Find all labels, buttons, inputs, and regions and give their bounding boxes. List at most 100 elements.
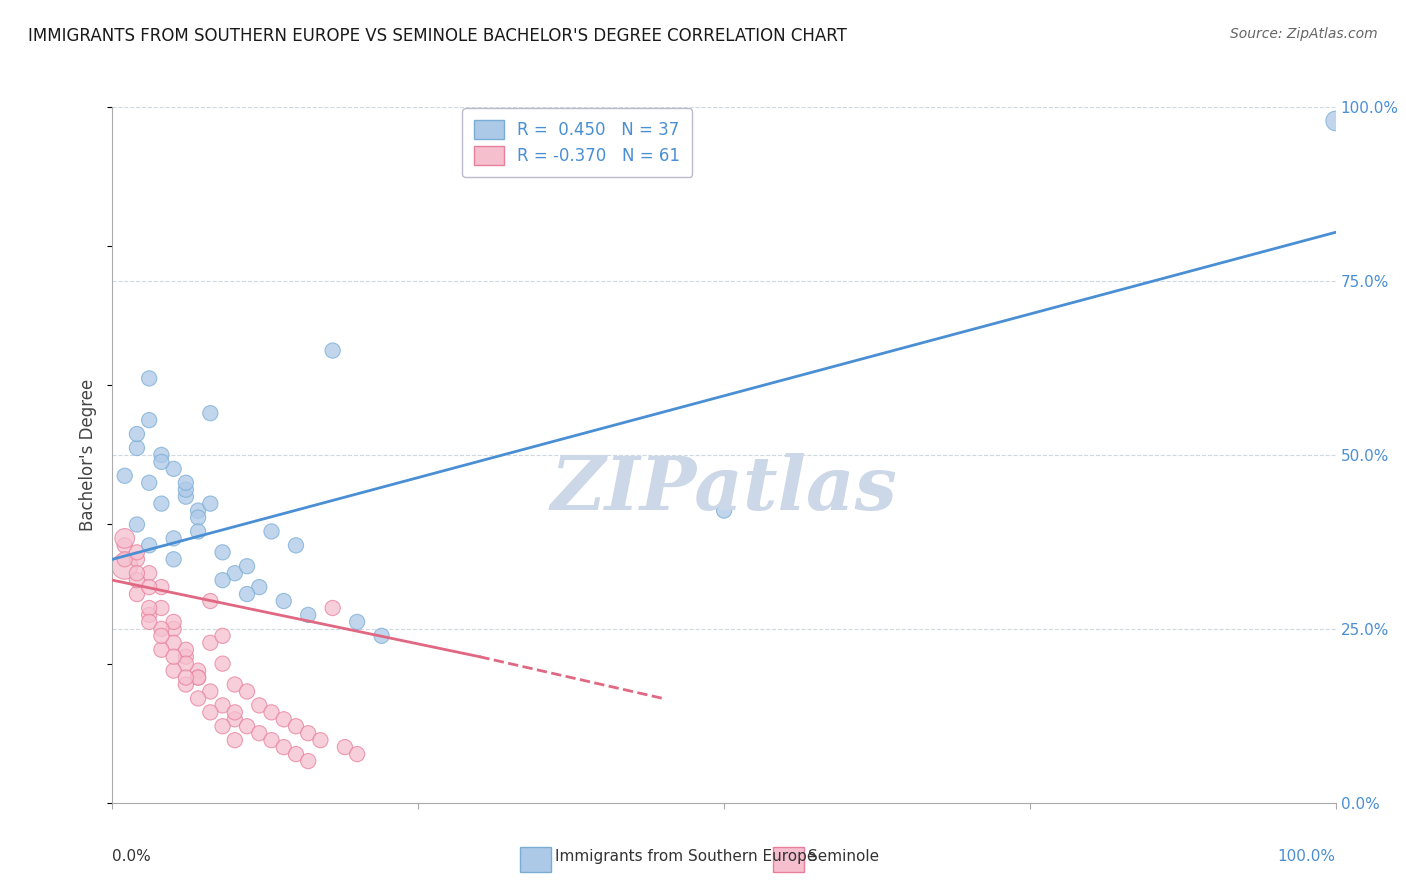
Point: [297, 607, 319, 622]
Point: [297, 726, 319, 740]
Point: [163, 532, 186, 546]
Point: [211, 698, 233, 713]
Point: [174, 475, 197, 490]
Point: [211, 573, 233, 587]
Point: [114, 538, 136, 552]
Point: [346, 747, 368, 761]
Point: [114, 468, 136, 483]
Point: [284, 538, 308, 552]
Point: [200, 594, 222, 608]
Point: [150, 497, 173, 511]
Point: [236, 559, 259, 574]
Point: [322, 343, 344, 358]
Point: [138, 580, 160, 594]
Point: [247, 580, 270, 594]
Point: [187, 664, 209, 678]
Y-axis label: Bachelor's Degree: Bachelor's Degree: [79, 379, 97, 531]
Point: [200, 636, 222, 650]
Point: [224, 677, 246, 691]
Point: [138, 538, 160, 552]
Point: [211, 629, 233, 643]
Point: [236, 684, 259, 698]
Point: [187, 671, 209, 685]
Point: [200, 497, 222, 511]
Point: [211, 657, 233, 671]
Point: [346, 615, 368, 629]
Point: [322, 601, 344, 615]
Point: [247, 698, 270, 713]
Point: [163, 462, 186, 476]
Point: [138, 566, 160, 581]
Point: [200, 706, 222, 720]
Point: [114, 552, 136, 566]
Legend: R =  0.450   N = 37, R = -0.370   N = 61: R = 0.450 N = 37, R = -0.370 N = 61: [463, 109, 692, 177]
Point: [297, 754, 319, 768]
Text: IMMIGRANTS FROM SOUTHERN EUROPE VS SEMINOLE BACHELOR'S DEGREE CORRELATION CHART: IMMIGRANTS FROM SOUTHERN EUROPE VS SEMIN…: [28, 27, 846, 45]
Point: [187, 510, 209, 524]
Point: [333, 740, 356, 755]
Point: [284, 719, 308, 733]
Point: [125, 545, 148, 559]
Point: [273, 594, 295, 608]
Point: [260, 706, 283, 720]
Point: [163, 552, 186, 566]
Point: [224, 712, 246, 726]
Point: [200, 406, 222, 420]
Point: [163, 622, 186, 636]
Point: [187, 691, 209, 706]
Point: [187, 671, 209, 685]
Point: [211, 719, 233, 733]
Point: [1324, 114, 1347, 128]
Point: [150, 455, 173, 469]
Point: [273, 740, 295, 755]
Point: [224, 706, 246, 720]
Point: [174, 490, 197, 504]
Point: [174, 649, 197, 664]
Point: [713, 503, 735, 517]
Point: [150, 622, 173, 636]
Text: Seminole: Seminole: [808, 849, 880, 863]
Point: [150, 601, 173, 615]
Point: [125, 552, 148, 566]
Point: [273, 712, 295, 726]
Text: Source: ZipAtlas.com: Source: ZipAtlas.com: [1230, 27, 1378, 41]
Point: [260, 733, 283, 747]
Point: [174, 677, 197, 691]
Text: Immigrants from Southern Europe: Immigrants from Southern Europe: [555, 849, 817, 863]
Point: [174, 657, 197, 671]
Point: [138, 607, 160, 622]
Point: [247, 726, 270, 740]
Point: [224, 733, 246, 747]
Text: ZIPatlas: ZIPatlas: [551, 453, 897, 526]
Point: [163, 664, 186, 678]
Point: [187, 524, 209, 539]
Point: [138, 413, 160, 427]
Point: [236, 587, 259, 601]
Text: 0.0%: 0.0%: [112, 849, 152, 863]
Point: [125, 427, 148, 442]
Point: [284, 747, 308, 761]
Point: [200, 684, 222, 698]
Point: [163, 636, 186, 650]
Point: [163, 615, 186, 629]
Point: [150, 448, 173, 462]
Text: 100.0%: 100.0%: [1278, 849, 1336, 863]
Point: [211, 545, 233, 559]
Point: [138, 601, 160, 615]
Point: [114, 532, 136, 546]
Point: [174, 483, 197, 497]
Point: [125, 573, 148, 587]
Point: [150, 642, 173, 657]
Point: [138, 475, 160, 490]
Point: [309, 733, 332, 747]
Point: [125, 441, 148, 455]
Point: [187, 503, 209, 517]
Point: [138, 615, 160, 629]
Point: [224, 566, 246, 581]
Point: [150, 580, 173, 594]
Point: [163, 649, 186, 664]
Point: [370, 629, 392, 643]
Point: [236, 719, 259, 733]
Point: [114, 559, 136, 574]
Point: [125, 587, 148, 601]
